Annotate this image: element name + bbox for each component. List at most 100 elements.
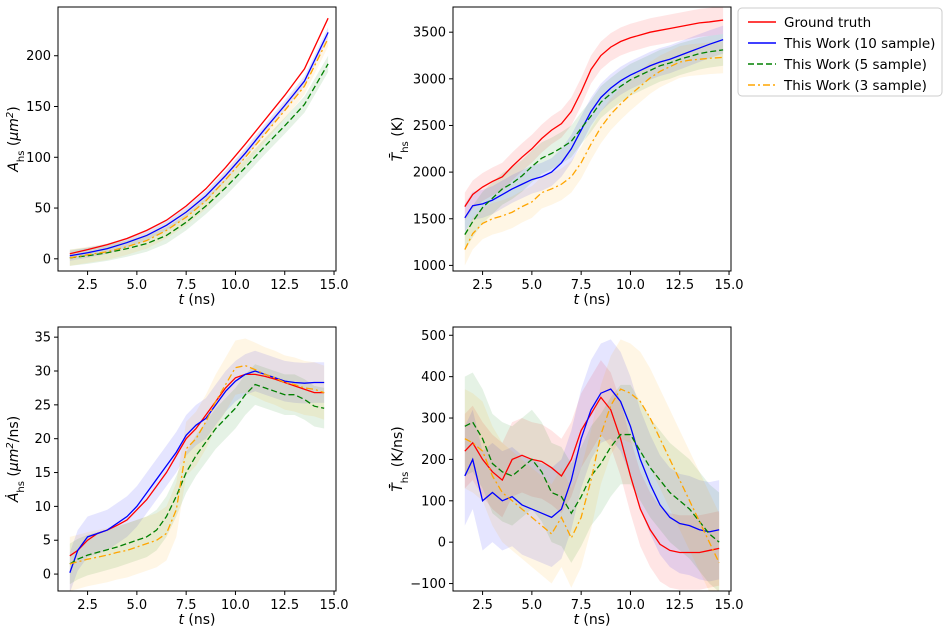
- y-tick-label: 500: [421, 329, 446, 344]
- y-tick-label: 200: [421, 453, 446, 468]
- x-tick-label: 5.0: [127, 598, 148, 613]
- y-tick-label: 300: [421, 412, 446, 427]
- x-tick-label: 5.0: [522, 278, 543, 293]
- uncertainty-band: [69, 350, 325, 591]
- series-line: [69, 383, 325, 565]
- y-tick-label: 400: [421, 370, 446, 385]
- x-tick-label: 10.0: [221, 278, 250, 293]
- uncertainty-band: [464, 360, 720, 590]
- plot-area: [464, 7, 724, 266]
- x-tick-label: 12.5: [270, 278, 299, 293]
- series-line: [464, 56, 724, 250]
- y-tick-label: 100: [421, 494, 446, 509]
- x-tick-label: 2.5: [77, 278, 98, 293]
- y-tick-label: 30: [34, 365, 51, 380]
- x-tick-label: 15.0: [715, 598, 744, 613]
- legend-label: This Work (5 sample): [783, 57, 927, 73]
- y-tick-label: 100: [26, 151, 51, 166]
- y-tick-label: 1000: [413, 259, 446, 274]
- series-line: [464, 396, 720, 554]
- x-axis-label: t (ns): [178, 292, 215, 308]
- uncertainty-band: [69, 338, 325, 591]
- legend-label: This Work (10 sample): [783, 36, 935, 52]
- uncertainty-band: [464, 339, 720, 591]
- y-tick-label: 0: [438, 536, 446, 551]
- plot-area: [464, 339, 720, 591]
- y-tick-label: 10: [34, 500, 51, 515]
- x-tick-label: 12.5: [665, 278, 694, 293]
- uncertainty-band: [464, 372, 720, 591]
- x-tick-label: 7.5: [571, 598, 592, 613]
- x-tick-label: 2.5: [472, 598, 493, 613]
- y-tick-label: 20: [34, 432, 51, 447]
- uncertainty-band: [69, 364, 325, 585]
- x-tick-label: 15.0: [320, 598, 349, 613]
- y-tick-label: 200: [26, 49, 51, 64]
- y-axis-label: T̄̇hs (K/ns): [388, 426, 410, 492]
- x-tick-label: 15.0: [715, 278, 744, 293]
- x-tick-label: 2.5: [77, 598, 98, 613]
- x-tick-label: 12.5: [665, 598, 694, 613]
- series-line: [69, 17, 329, 255]
- legend-label: This Work (3 sample): [783, 78, 927, 94]
- series-line: [464, 388, 720, 533]
- x-axis-label: t (ns): [573, 292, 610, 308]
- y-tick-label: 35: [34, 331, 51, 346]
- x-tick-label: 7.5: [571, 278, 592, 293]
- axes-frame: [452, 6, 732, 272]
- y-axis-label: T̄hs (K): [388, 117, 410, 162]
- series-line: [69, 370, 325, 573]
- axes-frame: [57, 6, 337, 272]
- uncertainty-band: [464, 34, 724, 251]
- panel-area: 2.5 5.0 7.5 10.0 12.5 15.0 0 50 100 150 200 t (ns) A…: [5, 6, 349, 308]
- series-line: [464, 388, 720, 564]
- y-tick-label: 2500: [413, 119, 446, 134]
- uncertainty-band: [69, 55, 329, 266]
- y-tick-label: 1500: [413, 212, 446, 227]
- uncertainty-band: [69, 30, 329, 266]
- series-line: [464, 39, 724, 219]
- panel-temperature: 2.5 5.0 7.5 10.0 12.5 15.0 1000 1500 2000 2500 300…: [388, 6, 744, 308]
- series-line: [69, 38, 329, 259]
- x-axis-label: t (ns): [573, 612, 610, 628]
- y-tick-label: 0: [43, 252, 51, 267]
- y-tick-label: 3500: [413, 26, 446, 41]
- uncertainty-band: [464, 7, 724, 221]
- uncertainty-band: [464, 339, 720, 582]
- uncertainty-band: [464, 41, 724, 266]
- plot-area: [69, 338, 325, 591]
- legend-frame: [737, 7, 943, 97]
- y-tick-label: 150: [26, 100, 51, 115]
- series-line: [464, 421, 720, 543]
- y-axis-label: Ahs (μm2): [5, 106, 27, 172]
- x-tick-label: 15.0: [320, 278, 349, 293]
- y-tick-label: 50: [34, 202, 51, 217]
- y-axis-label: Ȧhs (μm2/ns): [4, 416, 27, 503]
- x-tick-label: 10.0: [616, 278, 645, 293]
- legend-label: Ground truth: [784, 15, 871, 31]
- series-line: [69, 364, 325, 565]
- y-tick-label: 25: [34, 398, 51, 413]
- panel-area-rate: 2.5 5.0 7.5 10.0 12.5 15.0 0 5 10 15 20 25 30 35 t (ns…: [4, 326, 349, 628]
- series-line: [69, 63, 329, 259]
- y-tick-label: 2000: [413, 166, 446, 181]
- x-tick-label: 10.0: [616, 598, 645, 613]
- x-tick-label: 7.5: [176, 278, 197, 293]
- x-tick-label: 5.0: [127, 278, 148, 293]
- x-tick-label: 2.5: [472, 278, 493, 293]
- x-axis-label: t (ns): [178, 612, 215, 628]
- y-tick-label: 3000: [413, 72, 446, 87]
- x-tick-label: 12.5: [270, 598, 299, 613]
- uncertainty-band: [69, 27, 329, 261]
- y-tick-label: −100: [410, 577, 446, 592]
- panel-temperature-rate: 2.5 5.0 7.5 10.0 12.5 15.0 −100 0 100 200 300 400 50…: [388, 326, 744, 628]
- y-tick-label: 5: [43, 534, 51, 549]
- y-tick-label: 0: [43, 568, 51, 583]
- y-tick-label: 15: [34, 466, 51, 481]
- series-line: [464, 19, 724, 207]
- legend: Ground truth This Work (10 sample) This …: [737, 7, 943, 97]
- x-tick-label: 10.0: [221, 598, 250, 613]
- axes-frame: [57, 326, 337, 592]
- x-tick-label: 7.5: [176, 598, 197, 613]
